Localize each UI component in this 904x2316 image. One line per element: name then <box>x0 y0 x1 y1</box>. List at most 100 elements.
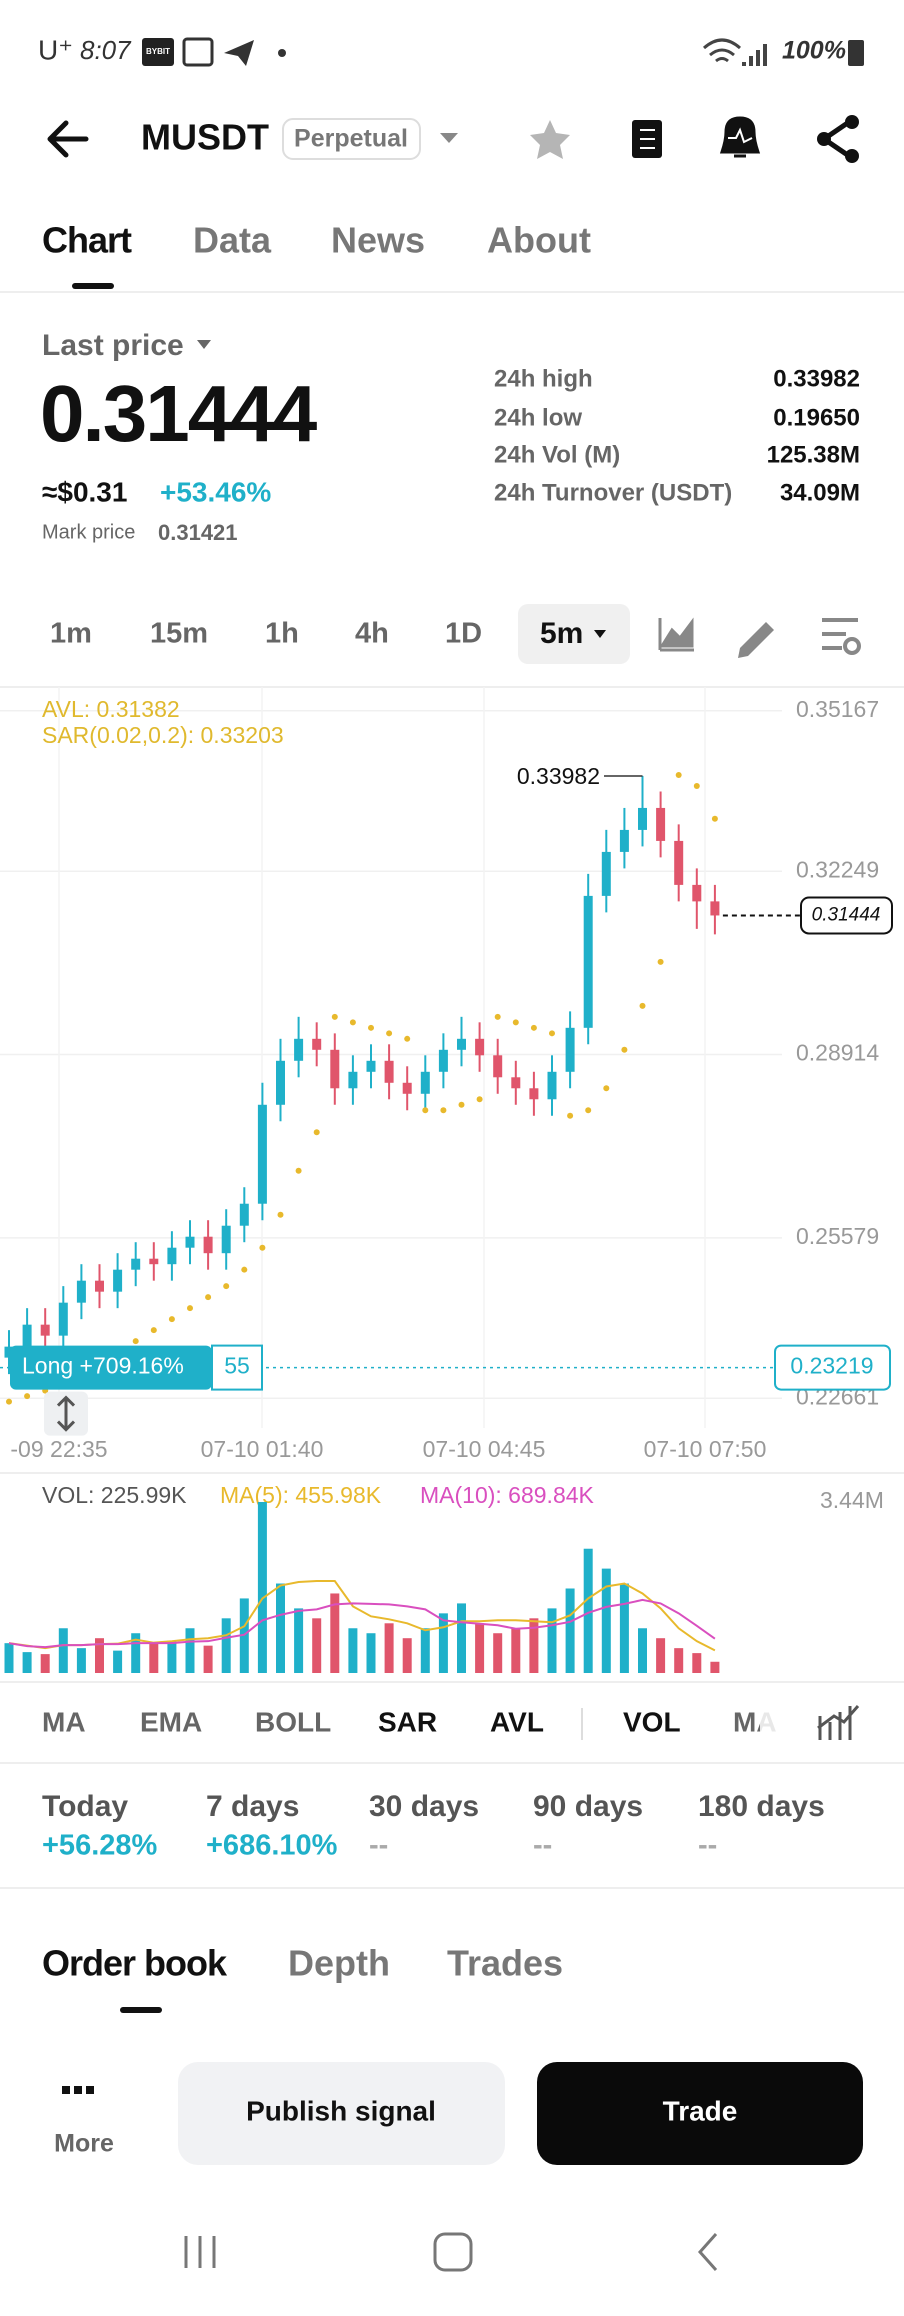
publish-button[interactable] <box>178 2062 505 2165</box>
sar-dot <box>530 1024 537 1031</box>
share-node <box>845 149 859 163</box>
volume-bar <box>692 1653 702 1673</box>
stat-value: 125.38M <box>767 441 860 468</box>
candle-body <box>294 1038 304 1061</box>
share-node <box>817 132 831 146</box>
stat-label: 24h low <box>494 404 582 431</box>
candle-body <box>58 1302 68 1336</box>
symbol[interactable]: MUSDT <box>141 117 269 158</box>
interval[interactable]: 5m <box>540 617 583 650</box>
symbol-dropdown[interactable] <box>440 133 458 143</box>
stat-label: 24h Turnover (USDT) <box>494 479 732 506</box>
leverage: 55 <box>224 1353 250 1379</box>
sar-dot <box>693 782 700 789</box>
y-tick-label: 0.28914 <box>796 1040 879 1066</box>
volume-legend: MA(10): 689.84K <box>420 1482 595 1508</box>
volume-bar <box>438 1613 448 1673</box>
indicator[interactable]: MA <box>42 1706 86 1737</box>
indicator[interactable]: EMA <box>140 1706 202 1737</box>
candle-body <box>493 1055 503 1078</box>
app-icon-label: BYBIT <box>146 47 170 56</box>
order-tab[interactable]: Order book <box>42 1943 229 1984</box>
trade-button[interactable] <box>537 2062 863 2165</box>
indicator[interactable]: VOL <box>623 1706 681 1737</box>
nav-home[interactable] <box>433 2232 473 2272</box>
back-button[interactable] <box>47 120 89 158</box>
sar-dot <box>386 1030 393 1037</box>
stat-value: 34.09M <box>780 479 860 506</box>
share-node <box>845 115 859 129</box>
volume-bar <box>710 1661 720 1673</box>
sar-dot <box>331 1013 338 1020</box>
signal-bar <box>749 56 753 66</box>
tab[interactable]: News <box>331 220 425 261</box>
last-price-label[interactable]: Last price <box>42 329 184 362</box>
return-period: 7 days <box>206 1790 299 1823</box>
more-button[interactable]: More <box>54 2130 114 2158</box>
more-dot <box>86 2086 94 2094</box>
interval[interactable]: 1D <box>445 618 482 650</box>
candle-body <box>475 1038 485 1056</box>
order-tab[interactable]: Trades <box>447 1943 563 1984</box>
sar-dot <box>422 1107 429 1114</box>
candle-body <box>276 1060 285 1105</box>
stat-label: 24h high <box>494 365 593 392</box>
sar-dot <box>404 1035 411 1042</box>
contract-pill <box>282 118 421 160</box>
candle-body <box>601 851 611 896</box>
candle-body <box>547 1071 557 1100</box>
position-badge[interactable] <box>10 1345 212 1390</box>
tab[interactable]: Data <box>193 220 272 261</box>
candle-body <box>384 1060 394 1083</box>
indicator-settings[interactable] <box>817 1705 860 1740</box>
entry-box <box>774 1344 891 1391</box>
sar-dot <box>494 1013 501 1020</box>
stat-label: 24h Vol (M) <box>494 441 620 468</box>
y-tick-label: 0.25579 <box>796 1223 879 1249</box>
sar-dot <box>132 1338 139 1345</box>
candle-body <box>656 807 666 841</box>
candle-body <box>203 1236 213 1254</box>
interval[interactable]: 1m <box>50 618 92 650</box>
draw-icon[interactable] <box>738 622 774 658</box>
indicator[interactable]: BOLL <box>255 1706 331 1737</box>
return-value: -- <box>698 1830 717 1862</box>
candle-body <box>312 1038 322 1050</box>
alert-bell[interactable] <box>719 116 761 158</box>
last-price-box <box>800 896 893 935</box>
dot-icon <box>278 49 286 57</box>
interval[interactable]: 4h <box>355 618 389 650</box>
volume-tick-label: 3.44M <box>820 1487 884 1513</box>
candle-body <box>4 1346 14 1358</box>
settings-icon[interactable] <box>822 618 858 650</box>
volume-ma10-line <box>8 1598 716 1649</box>
tab[interactable]: Chart <box>42 220 133 261</box>
y-tick-label: 0.35167 <box>796 696 879 722</box>
chart-type-icon[interactable] <box>658 617 694 652</box>
volume-legend: VOL: 225.99K <box>42 1482 187 1508</box>
order-tab[interactable]: Depth <box>288 1943 390 1984</box>
return-period: Today <box>42 1790 128 1823</box>
volume-bar <box>366 1633 376 1673</box>
volume-bar <box>76 1648 86 1673</box>
last-price-caret <box>197 340 211 349</box>
volume-bar <box>493 1633 503 1673</box>
indicator[interactable]: SAR <box>378 1706 437 1737</box>
interval[interactable]: 1h <box>265 618 299 650</box>
nav-back[interactable] <box>697 2233 718 2271</box>
stat-value: 0.19650 <box>773 404 860 431</box>
favorite-star[interactable] <box>530 120 570 159</box>
tab[interactable]: About <box>487 220 591 261</box>
return-period: 90 days <box>533 1790 643 1823</box>
last-price: 0.31444 <box>40 369 318 458</box>
volume-bar <box>221 1618 231 1673</box>
indicator[interactable]: AVL <box>490 1706 544 1737</box>
stat-value: 0.33982 <box>773 365 860 392</box>
interval[interactable]: 15m <box>150 618 208 650</box>
battery-icon <box>848 40 864 66</box>
sar-dot <box>150 1327 157 1334</box>
drag-arrows <box>56 1395 76 1432</box>
sar-dot <box>368 1024 374 1031</box>
volume-bar <box>402 1638 412 1673</box>
wifi-icon <box>703 38 741 63</box>
